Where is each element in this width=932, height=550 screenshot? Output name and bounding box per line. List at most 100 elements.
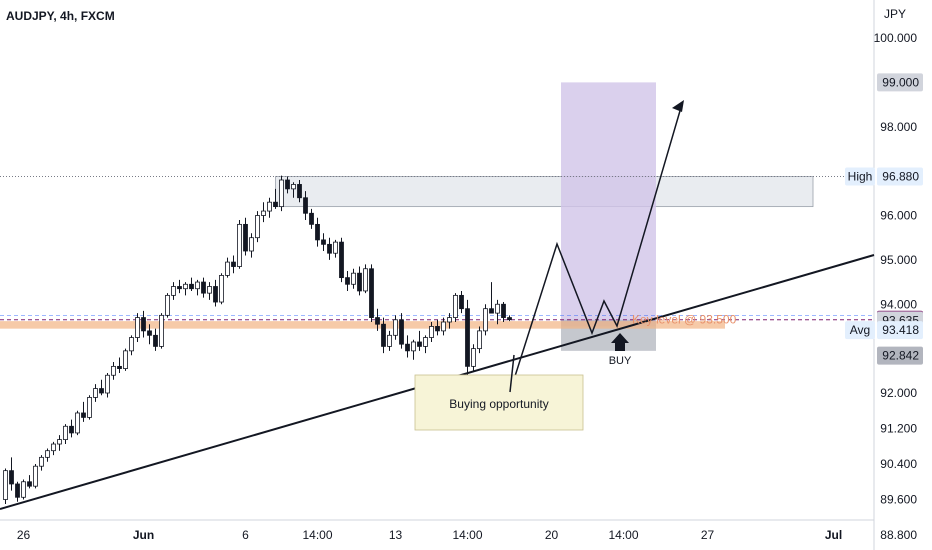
candle[interactable] — [423, 335, 428, 354]
target-zone[interactable] — [561, 82, 656, 327]
candle[interactable] — [129, 335, 134, 356]
candle-body-down — [405, 343, 410, 352]
candle[interactable] — [27, 475, 32, 489]
candle[interactable] — [243, 217, 248, 256]
candle[interactable] — [393, 315, 398, 340]
candle[interactable] — [267, 197, 272, 218]
candle[interactable] — [9, 457, 14, 491]
candle[interactable] — [489, 282, 494, 314]
candle[interactable] — [495, 299, 500, 325]
candle[interactable] — [69, 419, 74, 438]
candle[interactable] — [177, 279, 182, 294]
candle[interactable] — [93, 384, 98, 402]
candle[interactable] — [111, 361, 116, 380]
resistance-zone[interactable] — [275, 176, 814, 208]
candle[interactable] — [237, 219, 242, 269]
candle[interactable] — [441, 317, 446, 336]
candle[interactable] — [303, 191, 308, 220]
key-level-band[interactable] — [0, 321, 725, 329]
candle[interactable] — [321, 233, 326, 251]
candle[interactable] — [189, 277, 194, 291]
candle[interactable] — [351, 268, 356, 289]
candle[interactable] — [405, 335, 410, 358]
candle[interactable] — [183, 282, 188, 296]
candle[interactable] — [363, 264, 368, 294]
candle-body-up — [279, 179, 284, 208]
candle[interactable] — [219, 273, 224, 305]
candle[interactable] — [399, 313, 404, 349]
candle[interactable] — [339, 237, 344, 283]
projection-path[interactable] — [509, 103, 683, 393]
candle[interactable] — [471, 344, 476, 371]
candle[interactable] — [291, 182, 296, 198]
candle-body-up — [33, 465, 38, 487]
candle[interactable] — [201, 277, 206, 298]
candle[interactable] — [483, 304, 488, 336]
candle[interactable] — [411, 339, 416, 360]
candle[interactable] — [75, 410, 80, 436]
candle[interactable] — [87, 395, 92, 420]
candle-body-up — [45, 450, 50, 458]
candle[interactable] — [459, 290, 464, 314]
candle[interactable] — [99, 379, 104, 396]
candle[interactable] — [3, 468, 8, 504]
candle[interactable] — [501, 302, 506, 322]
candle[interactable] — [171, 282, 176, 300]
candle[interactable] — [507, 315, 512, 322]
candle[interactable] — [33, 464, 38, 489]
candle[interactable] — [327, 237, 332, 260]
candle[interactable] — [435, 319, 440, 336]
candle[interactable] — [357, 266, 362, 296]
candle[interactable] — [453, 293, 458, 322]
candle[interactable] — [369, 264, 374, 322]
candle[interactable] — [141, 310, 146, 338]
candle[interactable] — [387, 330, 392, 351]
candle[interactable] — [147, 324, 152, 345]
price-badge-label: High — [848, 169, 873, 183]
candle[interactable] — [279, 175, 284, 212]
candle[interactable] — [309, 208, 314, 229]
buying-opportunity-callout[interactable]: Buying opportunity — [414, 354, 584, 431]
candle[interactable] — [63, 424, 68, 445]
candle[interactable] — [345, 270, 350, 291]
candle[interactable] — [123, 348, 128, 371]
candle[interactable] — [81, 401, 86, 422]
candle[interactable] — [105, 373, 110, 398]
candle[interactable] — [261, 202, 266, 223]
candle[interactable] — [381, 317, 386, 354]
candle[interactable] — [15, 481, 20, 502]
candle[interactable] — [255, 211, 260, 243]
candle[interactable] — [153, 328, 158, 351]
arrow-up-icon — [672, 100, 684, 112]
candle-body-down — [465, 308, 470, 367]
candle[interactable] — [429, 322, 434, 342]
buy-marker[interactable]: BUY — [609, 333, 632, 367]
price-badge: 96.880 High — [845, 167, 923, 186]
candle[interactable] — [39, 455, 44, 471]
candle[interactable] — [465, 299, 470, 376]
candle[interactable] — [447, 313, 452, 329]
candle[interactable] — [117, 357, 122, 374]
candle[interactable] — [45, 448, 50, 462]
candle[interactable] — [225, 257, 230, 278]
candle[interactable] — [51, 441, 56, 456]
candle[interactable] — [315, 217, 320, 247]
candle[interactable] — [417, 330, 422, 351]
candle[interactable] — [285, 176, 290, 194]
candle[interactable] — [165, 293, 170, 318]
candle[interactable] — [213, 279, 218, 307]
candle[interactable] — [195, 279, 200, 296]
candle[interactable] — [297, 180, 302, 203]
candle[interactable] — [477, 326, 482, 354]
candle[interactable] — [21, 479, 26, 500]
candle[interactable] — [57, 435, 62, 451]
candle[interactable] — [333, 239, 338, 258]
candle[interactable] — [231, 255, 236, 274]
candle[interactable] — [207, 282, 212, 300]
candle[interactable] — [249, 233, 254, 258]
candle[interactable] — [273, 188, 278, 209]
candle[interactable] — [375, 308, 380, 331]
candle[interactable] — [135, 313, 140, 342]
candle[interactable] — [159, 313, 164, 349]
